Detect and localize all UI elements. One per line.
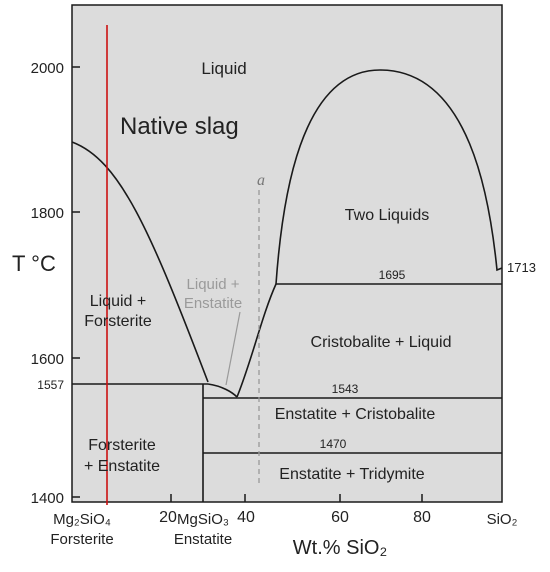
y-axis-label: T °C	[12, 251, 56, 276]
temp-1470: 1470	[320, 437, 347, 451]
temp-1543: 1543	[332, 382, 359, 396]
cristobalite-liquidus	[236, 283, 277, 398]
forsterite-liquidus	[71, 141, 209, 383]
y-tick-label: 1800	[31, 205, 64, 222]
plot-area	[71, 4, 503, 503]
region-liquid: Liquid	[201, 59, 246, 78]
y-tick-label: 1600	[31, 351, 64, 368]
x-axis-label: Wt.% SiO₂	[293, 537, 387, 559]
region-forsterite-enstatite: + Enstatite	[84, 458, 160, 475]
y-tick-marks	[72, 66, 80, 498]
native-slag-label: Native slag	[120, 113, 239, 140]
x-tick-label: 80	[413, 509, 431, 526]
composition-marker-a: a	[257, 172, 265, 189]
region-liquid-enstatite: Enstatite	[184, 295, 242, 312]
x-right-formula: SiO₂	[487, 511, 518, 528]
x-tick-label: 60	[331, 509, 349, 526]
temp-1713: 1713	[507, 260, 536, 275]
x-mid-formula: MgSiO₃	[177, 511, 229, 528]
miscibility-gap	[275, 69, 503, 285]
temp-1695: 1695	[379, 268, 406, 282]
x-tick-marks	[170, 494, 423, 502]
region-forsterite-enstatite: Forsterite	[88, 437, 156, 454]
temp-1557: 1557	[37, 378, 64, 392]
y-tick-label: 2000	[31, 60, 64, 77]
region-cristobalite-liquid: Cristobalite + Liquid	[311, 334, 452, 351]
region-liquid-forsterite: Forsterite	[84, 313, 152, 330]
region-liquid-enstatite: Liquid +	[187, 276, 240, 293]
region-liquid-forsterite: Liquid +	[90, 293, 147, 310]
x-tick-label: 20	[159, 509, 177, 526]
x-left-name: Forsterite	[50, 531, 113, 548]
x-tick-label: 40	[237, 509, 255, 526]
region-enstatite-cristobalite: Enstatite + Cristobalite	[275, 406, 436, 423]
region-enstatite-tridymite: Enstatite + Tridymite	[279, 466, 424, 483]
phase-boundaries	[71, 69, 503, 502]
region-two-liquids: Two Liquids	[345, 207, 430, 224]
liquid-enstatite-pointer	[225, 311, 241, 386]
x-mid-name: Enstatite	[174, 531, 232, 548]
y-tick-label: 1400	[31, 490, 64, 507]
enstatite-peritectic-curve	[207, 383, 238, 398]
x-left-formula: Mg₂SiO₄	[53, 511, 111, 528]
